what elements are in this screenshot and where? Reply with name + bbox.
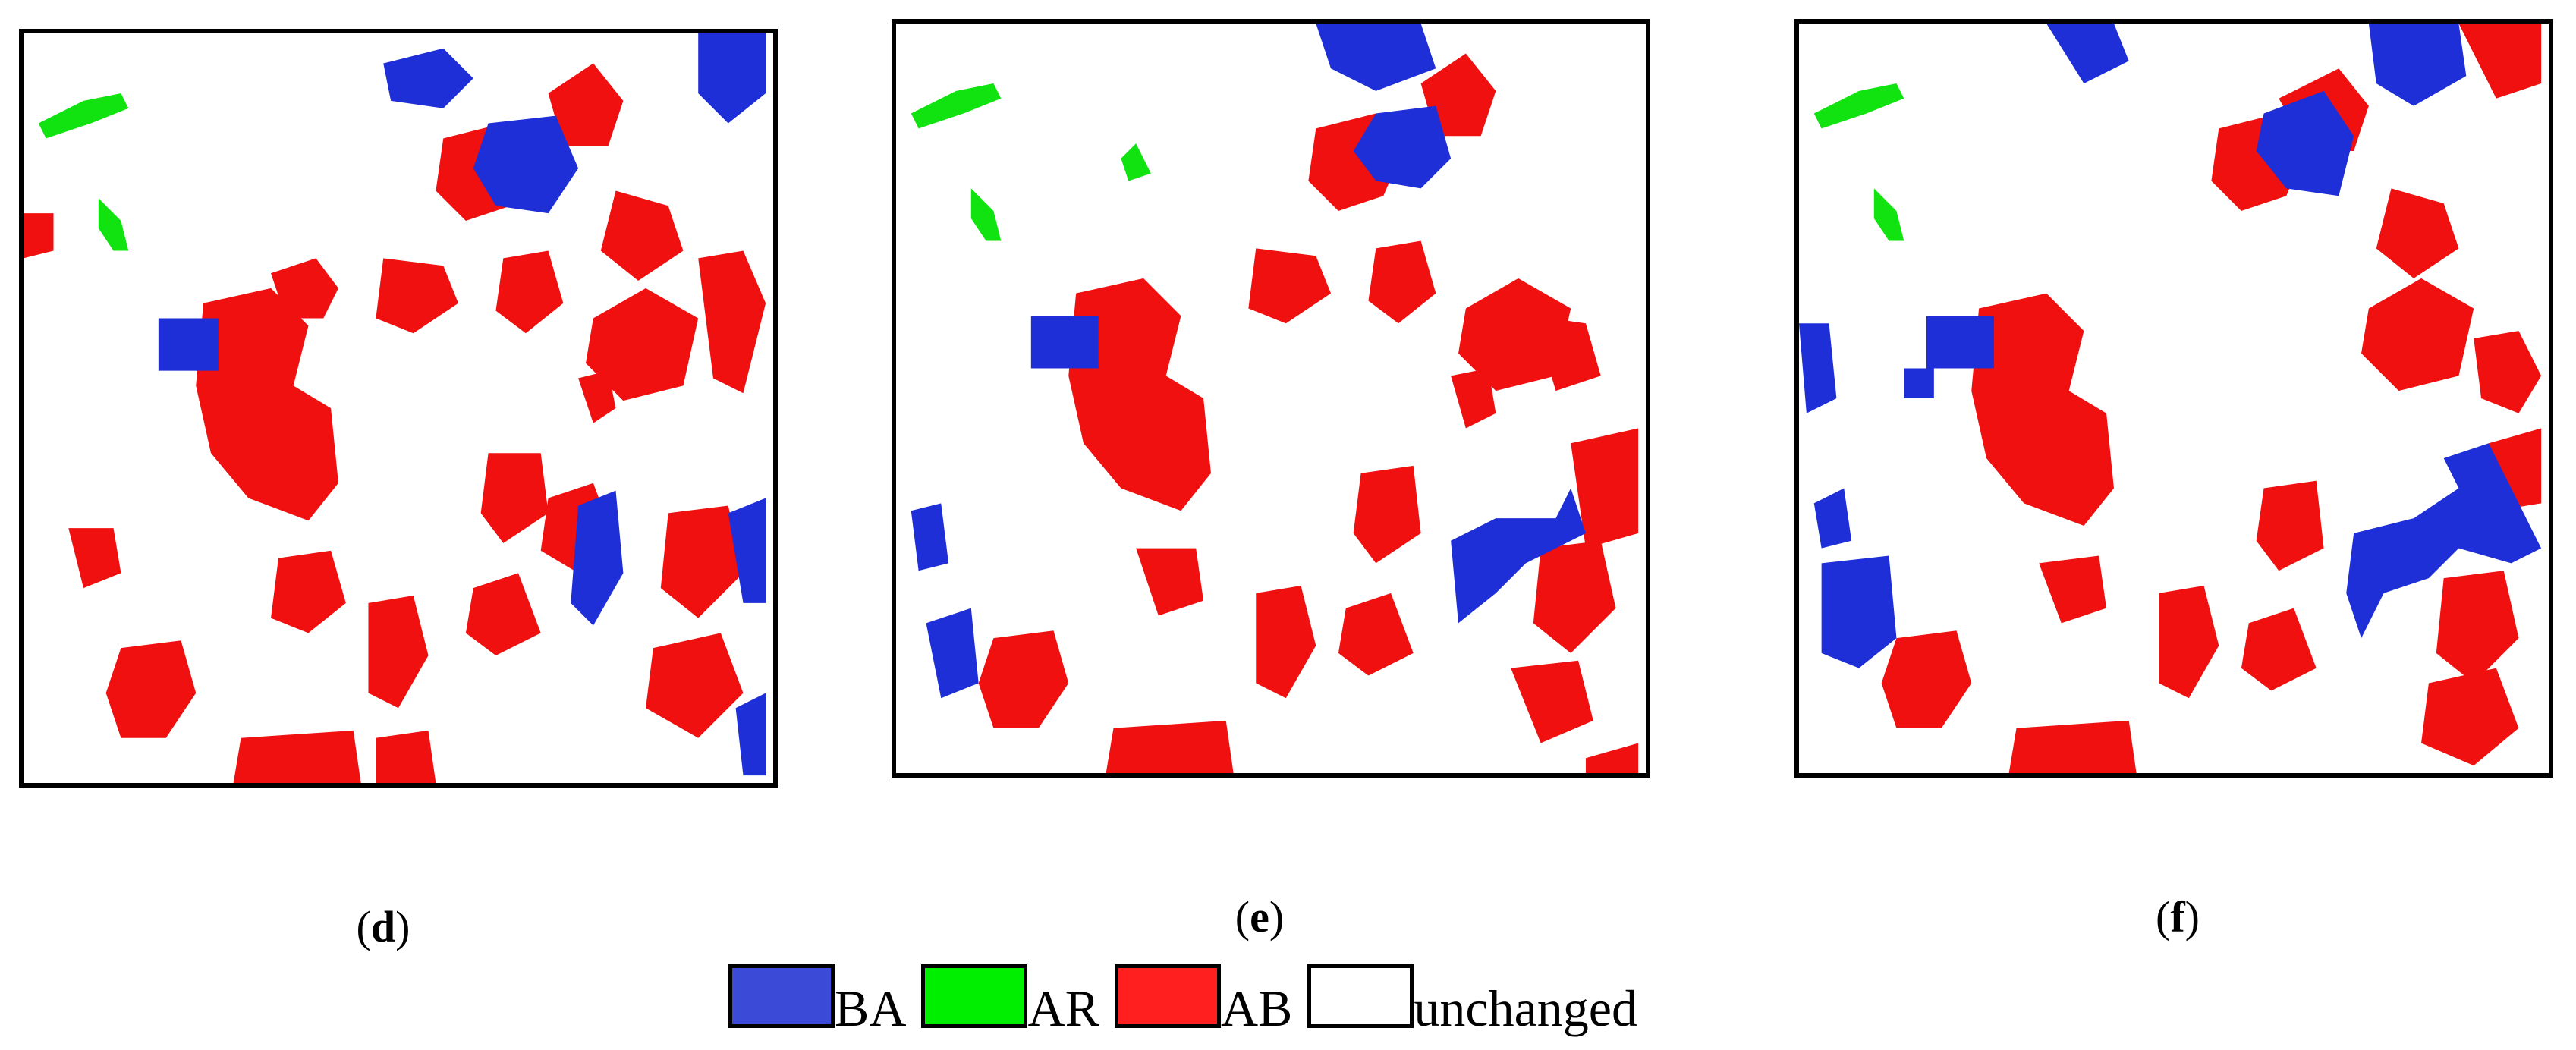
change-map-d	[19, 29, 778, 788]
change-map-d-image	[24, 33, 766, 783]
change-map-e	[892, 19, 1650, 778]
change-map-f	[1794, 19, 2553, 778]
change-map-e-image	[911, 24, 1639, 773]
panel-f: (f)	[1794, 19, 2553, 939]
legend-item-unchanged: unchanged	[1307, 964, 1637, 1034]
legend-item-ab: AB	[1114, 964, 1292, 1034]
legend-item-ar: AR	[921, 964, 1099, 1034]
legend-label-unchanged: unchanged	[1414, 979, 1637, 1037]
legend: BA AR AB unchanged	[728, 952, 1653, 1034]
legend-item-ba: BA	[728, 964, 906, 1034]
panel-d: (d)	[19, 29, 778, 949]
legend-swatch-unchanged	[1307, 964, 1414, 1028]
panel-label-f: (f)	[2156, 892, 2200, 942]
panel-label-e: (e)	[1235, 892, 1285, 942]
change-map-f-image	[1799, 24, 2542, 773]
legend-label-ba: BA	[835, 979, 907, 1037]
legend-swatch-ba	[728, 964, 835, 1028]
legend-swatch-ar	[921, 964, 1028, 1028]
panel-label-d: (d)	[356, 902, 410, 951]
legend-swatch-ab	[1114, 964, 1221, 1028]
panel-e: (e)	[892, 19, 1650, 939]
legend-label-ab: AB	[1220, 979, 1293, 1037]
legend-label-ar: AR	[1027, 979, 1099, 1037]
